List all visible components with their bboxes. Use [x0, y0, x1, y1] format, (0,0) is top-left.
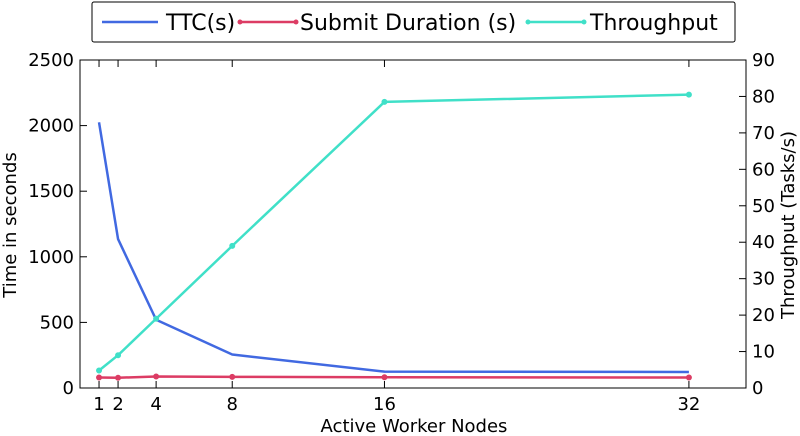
data-point [381, 374, 388, 381]
y-right-tick-label: 0 [752, 378, 763, 399]
legend-label: Throughput [589, 11, 718, 36]
legend-box [91, 1, 736, 43]
y-left-tick-label: 1500 [28, 181, 74, 202]
y-left-tick-label: 2000 [28, 116, 74, 137]
data-point [229, 373, 236, 380]
y-right-tick-label: 70 [752, 123, 775, 144]
x-tick-label: 32 [677, 394, 700, 415]
legend-label: TTC(s) [165, 11, 235, 36]
plot-frame [79, 59, 747, 389]
data-point [685, 91, 692, 98]
y-left-tick-label: 2500 [28, 50, 74, 71]
x-tick-label: 16 [373, 394, 396, 415]
y-right-tick-label: 80 [752, 86, 775, 107]
data-point [153, 315, 160, 322]
y-left-tick-label: 0 [63, 378, 74, 399]
legend-marker [293, 19, 299, 25]
y-axis-right-label: Throughput (Tasks/s) [778, 131, 799, 320]
x-tick-label: 2 [112, 394, 123, 415]
y-right-tick-label: 40 [752, 232, 775, 253]
legend-marker [525, 19, 531, 25]
data-point [96, 367, 103, 374]
y-right-tick-label: 60 [752, 159, 775, 180]
series-line-1 [99, 375, 689, 380]
y-axis-left-label: Time in seconds [0, 152, 21, 298]
data-point [685, 374, 692, 381]
x-tick-label: 1 [93, 394, 104, 415]
x-axis-label: Active Worker Nodes [321, 416, 508, 436]
y-right-tick-label: 10 [752, 342, 775, 363]
legend-marker [581, 19, 587, 25]
legend: TTC(s) Submit Duration (s) Throughput [91, 1, 736, 43]
data-point [115, 374, 122, 381]
data-point [381, 98, 388, 105]
data-point [229, 242, 236, 249]
legend-marker [237, 19, 243, 25]
y-left-tick-label: 500 [40, 312, 74, 333]
x-tick-label: 4 [150, 394, 161, 415]
data-point [96, 374, 103, 381]
plot-area: 1 2 4 8 16 32 0 500 1000 1500 2000 2500 0 10 20 30 40 50 6… [28, 50, 775, 415]
y-right-tick-label: 50 [752, 196, 775, 217]
data-point [153, 373, 160, 380]
legend-label: Submit Duration (s) [300, 11, 516, 36]
data-point [115, 352, 122, 359]
series-line-0 [97, 122, 689, 374]
y-right-tick-label: 90 [752, 50, 775, 71]
series-line-2 [98, 93, 689, 372]
y-left-tick-label: 1000 [28, 247, 74, 268]
y-right-tick-label: 20 [752, 305, 775, 326]
x-tick-label: 8 [227, 394, 238, 415]
y-right-tick-label: 30 [752, 269, 775, 290]
